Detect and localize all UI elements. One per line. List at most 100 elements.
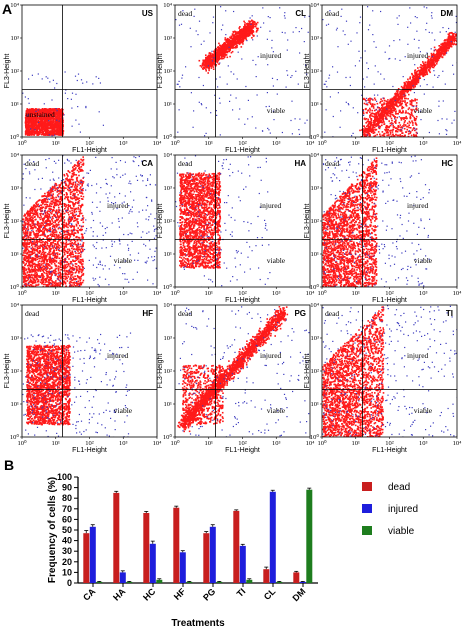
quadrant-label-dead: dead xyxy=(178,309,192,318)
x-tick-label: 10¹ xyxy=(352,290,361,297)
quadrant-label-injured: injured xyxy=(407,51,428,60)
y-tick-label: 10³ xyxy=(311,35,320,42)
x-tick-label: 10² xyxy=(85,440,94,447)
bar-dead-hf xyxy=(173,507,180,583)
y-tick-label: 10⁴ xyxy=(10,152,20,159)
bar-chart-legend: dead injured viable xyxy=(362,482,418,537)
y-tick-label: 100 xyxy=(57,472,72,482)
y-tick-label: 10³ xyxy=(11,35,20,42)
flow-cytometry-panels: 10⁰10⁰10¹10¹10²10²10³10³10⁴10⁴FL1-Height… xyxy=(4,2,462,454)
x-tick-label: 10³ xyxy=(419,140,428,147)
bar-injured-ha xyxy=(119,572,126,583)
quadrant-label-dead: dead xyxy=(325,159,339,168)
x-tick-label: CL xyxy=(262,586,278,602)
x-tick-label: 10⁴ xyxy=(153,290,163,297)
x-tick-label: 10³ xyxy=(419,290,428,297)
x-tick-label: 10² xyxy=(238,140,247,147)
bar-viable-ti xyxy=(246,579,253,583)
x-tick-label: HC xyxy=(141,586,158,603)
y-tick-label: 10³ xyxy=(164,185,173,192)
x-tick-label: 10⁰ xyxy=(17,139,27,147)
x-tick-label: PG xyxy=(201,586,217,602)
y-tick-label: 10⁴ xyxy=(10,302,20,309)
event-dots xyxy=(22,71,104,137)
x-tick-label: 10⁰ xyxy=(170,289,180,297)
y-tick-label: 10⁴ xyxy=(310,2,320,9)
event-dots xyxy=(322,6,457,137)
x-axis-title: FL1-Height xyxy=(72,447,107,454)
y-tick-label: 10¹ xyxy=(311,101,320,108)
x-tick-label: 10⁴ xyxy=(306,290,316,297)
quadrant-label-dead: dead xyxy=(325,309,339,318)
quadrant-label-dead: dead xyxy=(25,159,39,168)
y-tick-label: 10⁴ xyxy=(163,152,173,159)
bar-dead-hc xyxy=(143,513,150,583)
event-dots xyxy=(322,305,457,437)
x-tick-label: 10³ xyxy=(119,290,128,297)
x-tick-label: TI xyxy=(235,586,248,599)
y-axis-title: FL3-Height xyxy=(157,204,164,239)
bar-viable-cl xyxy=(276,581,283,583)
y-tick-label: 10⁴ xyxy=(310,302,320,309)
x-tick-label: 10² xyxy=(385,140,394,147)
bar-injured-pg xyxy=(209,526,216,583)
y-tick-label: 10⁰ xyxy=(10,433,20,441)
x-tick-label: 10² xyxy=(385,290,394,297)
x-tick-label: 10⁰ xyxy=(317,139,327,147)
y-tick-label: 10³ xyxy=(311,335,320,342)
y-tick-label: 10² xyxy=(164,68,173,75)
bar-viable-ha xyxy=(126,581,133,583)
x-axis-title: FL1-Height xyxy=(225,297,260,304)
y-tick-label: 10⁰ xyxy=(310,433,320,441)
x-axis-title: FL1-Height xyxy=(225,447,260,454)
quadrant-label-viable: viable xyxy=(414,256,433,265)
x-tick-label: 10¹ xyxy=(205,140,214,147)
event-dots xyxy=(22,155,157,287)
bar-viable-dm xyxy=(306,489,313,583)
x-tick-label: 10¹ xyxy=(205,440,214,447)
bar-dead-ti xyxy=(233,510,240,583)
x-tick-label: 10⁴ xyxy=(453,440,463,447)
x-axis-title: Treatments xyxy=(171,618,225,629)
bar-viable-hf xyxy=(186,581,193,583)
bar-injured-ca xyxy=(89,526,96,583)
quadrant-label-viable: viable xyxy=(414,406,433,415)
x-tick-label: HF xyxy=(172,586,188,602)
y-tick-label: 50 xyxy=(62,525,72,535)
event-dots xyxy=(177,306,310,437)
x-tick-label: 10⁴ xyxy=(153,140,163,147)
y-tick-label: 10⁴ xyxy=(163,2,173,9)
quadrant-label-dead: dead xyxy=(178,159,192,168)
y-tick-label: 70 xyxy=(62,504,72,514)
quadrant-label-viable: viable xyxy=(267,256,286,265)
x-tick-label: 10³ xyxy=(419,440,428,447)
y-tick-label: 10² xyxy=(164,218,173,225)
bar-injured-cl xyxy=(269,491,276,583)
x-tick-label: 10⁰ xyxy=(17,289,27,297)
x-tick-label: 10⁴ xyxy=(306,440,316,447)
y-axis-title: FL3-Height xyxy=(304,354,311,389)
y-tick-label: 10⁴ xyxy=(163,302,173,309)
bar-chart-marks xyxy=(83,487,313,583)
y-tick-label: 10³ xyxy=(164,335,173,342)
x-tick-label: 10⁴ xyxy=(153,440,163,447)
sample-label: PG xyxy=(294,309,306,318)
quadrant-label-viable: viable xyxy=(267,406,286,415)
x-tick-label: 10² xyxy=(85,290,94,297)
event-dots xyxy=(175,155,271,287)
x-axis-title: FL1-Height xyxy=(225,147,260,154)
quadrant-label-injured: injured xyxy=(260,201,281,210)
quadrant-label-viable: viable xyxy=(114,256,133,265)
x-tick-label: 10¹ xyxy=(52,290,61,297)
y-tick-label: 10² xyxy=(164,368,173,375)
bar-dead-dm xyxy=(293,572,300,583)
quadrant-label-injured: injured xyxy=(407,351,428,360)
bar-viable-ca xyxy=(96,581,103,583)
y-tick-label: 10⁰ xyxy=(10,283,20,291)
y-tick-label: 10⁰ xyxy=(163,433,173,441)
x-tick-label: 10⁰ xyxy=(170,139,180,147)
x-tick-label: DM xyxy=(290,586,307,603)
x-tick-label: HA xyxy=(111,586,128,603)
